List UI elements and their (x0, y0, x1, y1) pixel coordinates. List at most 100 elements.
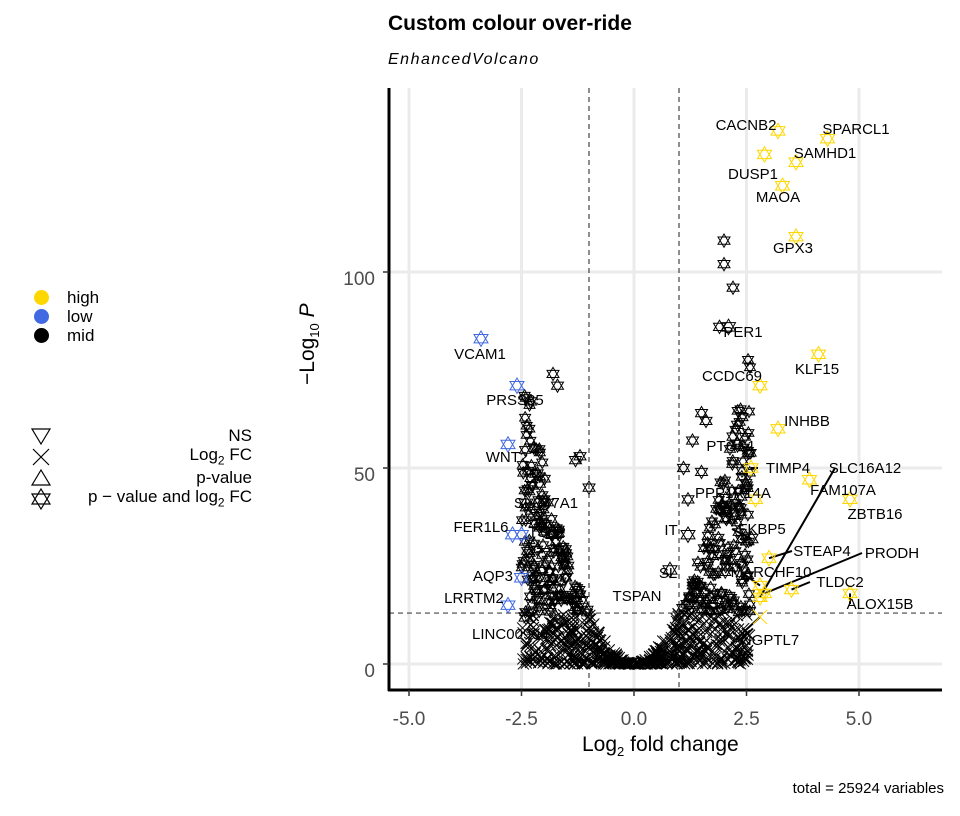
legend-label-pvalue: p-value (196, 467, 252, 487)
cloud-point (735, 409, 749, 425)
cloud-point (678, 608, 691, 621)
cloud-point (636, 657, 649, 670)
cloud-point (743, 629, 756, 642)
label-aqp3: AQP3 (473, 568, 513, 585)
label-inhbb: INHBB (784, 413, 830, 430)
cloud-point (573, 448, 587, 464)
cloud-point (735, 575, 749, 590)
cloud-point (734, 505, 748, 520)
cloud-point (696, 658, 709, 670)
cloud-point (550, 521, 563, 536)
point-dusp1 (756, 145, 773, 164)
label-lrrtm2: LRRTM2 (444, 590, 504, 607)
cloud-point (734, 555, 748, 570)
point-vcam1 (473, 329, 489, 348)
cloud-point (717, 615, 730, 628)
point-wnt2 (500, 435, 516, 454)
cloud-point (538, 581, 552, 596)
cloud-point (725, 498, 739, 513)
label-slc16a12: SLC16A12 (829, 460, 902, 477)
cloud-point (652, 641, 665, 653)
cloud-point (554, 593, 568, 608)
point-timp4 (743, 459, 759, 477)
cloud-point (530, 584, 544, 599)
cloud-point (527, 560, 541, 575)
label-wnt2: WNT2 (486, 449, 529, 466)
point-sparcl1 (819, 130, 836, 148)
cloud-point (520, 418, 534, 433)
cloud-point (560, 645, 573, 657)
cloud-point (529, 645, 541, 658)
cloud-point (671, 623, 684, 636)
y-tick-label: 50 (354, 465, 375, 486)
axes (383, 88, 942, 696)
cloud-point (710, 641, 723, 653)
cloud-point (734, 489, 748, 504)
cloud-point (621, 657, 634, 670)
cloud-point (736, 454, 750, 469)
label-sparcl1: SPARCL1 (822, 121, 889, 138)
cloud-point (546, 366, 560, 382)
legend-item-log2fc: Log2 FC (30, 445, 252, 468)
cloud-point (518, 410, 532, 425)
cloud-point (676, 460, 691, 476)
cloud-point (712, 530, 725, 545)
cloud-point (643, 654, 656, 667)
cloud-point (685, 432, 700, 449)
cloud-point (715, 658, 728, 670)
cloud-point (650, 644, 663, 657)
cloud-point (741, 645, 754, 658)
cloud-point (527, 536, 541, 551)
label-prss35: PRSS35 (486, 392, 544, 409)
legend-item-both: p − value and log2 FC (30, 487, 252, 510)
cloud-point (731, 609, 744, 622)
cloud-point (708, 517, 722, 532)
cloud-point (557, 618, 569, 631)
connector-tldc2 (791, 581, 811, 591)
cloud-point (676, 655, 689, 668)
cloud-point (582, 480, 596, 496)
cloud-point (694, 405, 709, 421)
cloud-point (726, 280, 740, 296)
x-tick-label: 0.0 (621, 709, 647, 730)
point-cacnb2 (770, 122, 786, 140)
cloud-point (531, 466, 545, 481)
cloud-point (561, 633, 574, 646)
label-vcam1: VCAM1 (454, 346, 506, 363)
cloud-point (714, 633, 727, 645)
legend-dot-high (34, 290, 49, 305)
label-prodh: PRODH (865, 545, 919, 562)
x-axis-label: Log2 fold change (582, 733, 739, 760)
cloud-point (719, 559, 733, 574)
point-angptl7 (752, 609, 768, 625)
cloud-point (740, 609, 753, 621)
label-it: IT (664, 522, 677, 539)
cloud-point (537, 657, 549, 669)
cloud-point (523, 393, 538, 409)
label-cacnb2: CACNB2 (716, 117, 777, 134)
legend-label-low: low (67, 306, 93, 326)
cloud-point (668, 624, 680, 637)
point-slc47a1 (518, 494, 534, 512)
x-tick-label: 5.0 (846, 709, 872, 730)
cloud-point (550, 639, 563, 652)
cloud-point (524, 651, 537, 664)
cloud-point (550, 378, 565, 394)
cloud-point (552, 630, 565, 643)
connector-prodh (764, 552, 863, 595)
cloud-point (533, 571, 547, 586)
label-ptgs1: PTGS1 (706, 438, 755, 455)
label-tslp: TSLP (528, 524, 566, 541)
y-tick-label: 100 (343, 269, 375, 290)
cloud-point (702, 603, 716, 618)
label-tspan: TSPAN (613, 588, 662, 605)
cloud-point (543, 623, 556, 635)
cloud-point (685, 632, 698, 644)
legend-label-mid: mid (67, 325, 95, 345)
cloud-point (536, 651, 549, 664)
cloud-point (736, 637, 749, 650)
point-aqp3 (513, 569, 530, 587)
cloud-point (685, 590, 699, 605)
cloud-point (571, 602, 585, 617)
